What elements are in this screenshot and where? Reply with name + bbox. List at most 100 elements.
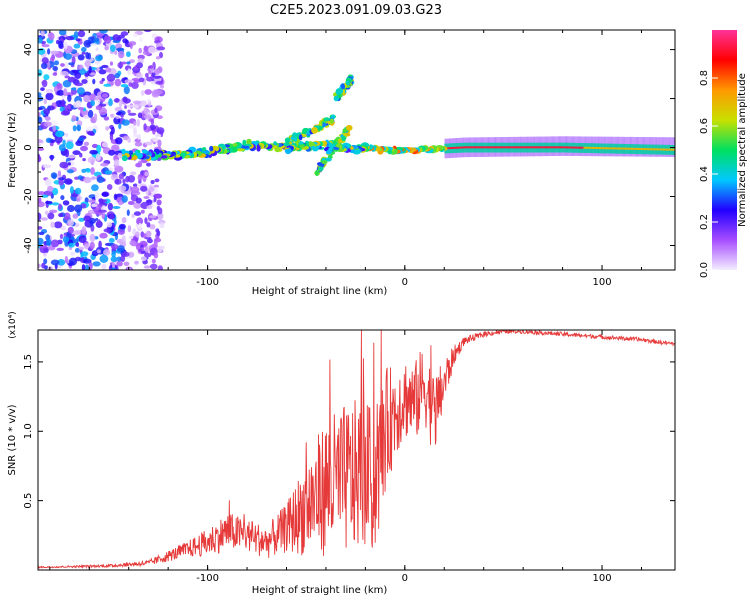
noise-blob	[146, 205, 153, 210]
noise-blob	[127, 225, 132, 233]
ridge-core	[530, 146, 533, 149]
noise-blob	[89, 233, 96, 242]
noise-blob	[128, 82, 133, 87]
ridge-core	[598, 147, 601, 150]
noise-blob	[38, 107, 43, 111]
noise-blob	[83, 215, 92, 222]
noise-blob	[117, 228, 126, 235]
noise-blob	[138, 248, 143, 253]
ridge-core	[546, 146, 548, 149]
noise-blob	[38, 212, 42, 221]
ridge-core	[515, 146, 518, 149]
noise-blob	[144, 253, 152, 258]
ridge-core	[541, 146, 544, 149]
ridge-core	[665, 148, 668, 151]
colorbar-tick-label: 0.0	[699, 262, 710, 278]
branch-blob	[345, 124, 353, 131]
noise-blob	[120, 113, 124, 118]
noise-blob	[70, 87, 78, 91]
ridge-core	[518, 146, 521, 149]
noise-blob	[67, 94, 72, 102]
ridge-core	[591, 146, 593, 149]
ridge-core	[580, 146, 583, 149]
noise-blob	[64, 75, 70, 79]
noise-blob	[67, 219, 74, 227]
ridge-core	[639, 148, 642, 150]
ridge-core	[659, 148, 662, 151]
noise-blob	[41, 262, 46, 269]
noise-blob	[98, 240, 102, 249]
noise-blob	[101, 263, 107, 270]
ridge-blob	[209, 145, 214, 152]
ridge-core	[547, 146, 550, 149]
noise-blob	[132, 120, 137, 126]
ridge-core	[459, 146, 462, 149]
y-axis-label: SNR (10 * v/v)	[7, 404, 18, 475]
noise-blob	[138, 77, 145, 83]
noise-blob	[146, 238, 153, 244]
noise-blob	[150, 180, 155, 184]
ridge-core	[496, 146, 499, 149]
noise-blob	[81, 226, 87, 235]
noise-blob	[104, 170, 113, 175]
noise-blob	[71, 56, 76, 65]
branch-blob	[333, 95, 339, 102]
noise-blob	[82, 258, 92, 264]
noise-blob	[60, 225, 67, 231]
ridge-core	[483, 146, 486, 149]
noise-blob	[116, 261, 123, 267]
noise-blob	[77, 30, 86, 38]
noise-blob	[38, 191, 46, 196]
noise-blob	[117, 152, 123, 159]
noise-blob	[154, 68, 160, 76]
noise-blob	[74, 72, 82, 79]
ridge-blob	[121, 148, 126, 155]
noise-blob	[91, 184, 99, 192]
noise-blob	[83, 176, 92, 184]
x-tick-label: 100	[592, 573, 611, 584]
ridge-blob	[121, 155, 128, 162]
branch-blob	[338, 138, 342, 144]
ridge-core	[576, 146, 579, 149]
ridge-core	[653, 148, 656, 151]
ridge-core	[651, 148, 654, 151]
noise-blob	[47, 105, 55, 111]
noise-blob	[110, 244, 119, 250]
noise-blob	[114, 178, 122, 185]
noise-blob	[140, 256, 147, 262]
noise-blob	[160, 84, 164, 89]
noise-blob	[143, 30, 152, 33]
noise-blob	[55, 130, 64, 138]
noise-blob	[124, 105, 128, 109]
branch-blob	[336, 143, 342, 148]
noise-blob	[83, 91, 92, 96]
ridge-blob	[202, 147, 207, 152]
noise-blob	[50, 259, 60, 266]
noise-blob	[149, 224, 156, 230]
ridge-core	[446, 147, 449, 150]
noise-blob	[157, 139, 162, 148]
ridge-core	[554, 146, 557, 149]
ridge-core	[582, 146, 585, 149]
noise-blob	[52, 72, 58, 76]
ridge-core	[508, 146, 511, 149]
ridge-core	[575, 146, 578, 149]
ridge-core	[666, 148, 669, 151]
noise-blob	[103, 35, 112, 44]
ridge-core	[449, 147, 451, 150]
noise-blob	[81, 46, 87, 53]
ridge-core	[645, 148, 648, 151]
noise-blob	[45, 200, 53, 205]
noise-blob	[84, 264, 89, 270]
noise-blob	[103, 83, 111, 87]
noise-blob	[90, 176, 97, 180]
noise-blob	[75, 100, 82, 107]
noise-blob	[104, 45, 109, 51]
ridge-core	[495, 146, 498, 149]
noise-blob	[132, 33, 138, 38]
noise-blob	[81, 79, 88, 84]
noise-blob	[133, 133, 138, 138]
noise-blob	[118, 223, 126, 230]
noise-blob	[121, 251, 130, 257]
noise-blob	[133, 80, 141, 83]
